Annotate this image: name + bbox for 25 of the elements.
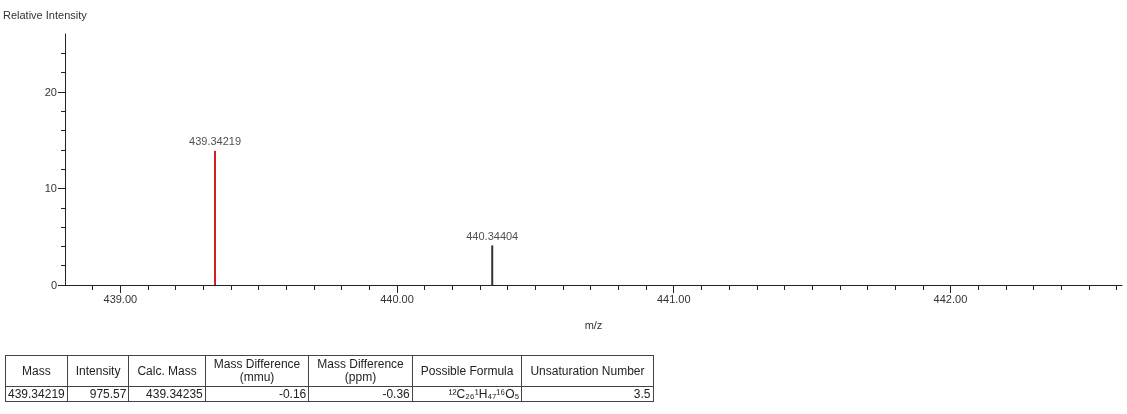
x-tick-label: 440.00: [380, 292, 414, 305]
annotation: 440.34404: [466, 229, 519, 242]
text: 975.57: [67, 386, 129, 402]
category-label: Mass Difference (ppm): [308, 355, 413, 387]
y-tick-label: 0: [50, 279, 57, 291]
text: 439.34235: [128, 386, 206, 402]
category-label: Calc. Mass: [128, 355, 206, 387]
text: 3.5: [521, 386, 654, 402]
text: -0.36: [308, 386, 413, 402]
x-axis-title: m/z: [584, 318, 603, 331]
y-tick-label: 10: [44, 182, 57, 195]
text: -0.16: [205, 386, 309, 402]
x-tick-label: 441.00: [656, 292, 691, 305]
y-axis-title: Relative Intensity: [3, 8, 88, 21]
text: 439.34219: [5, 386, 68, 402]
category-label: Mass Difference (mmu): [205, 355, 309, 387]
category-label: Intensity: [67, 355, 129, 387]
y-tick-label: 20: [44, 85, 57, 98]
category-label: Possible Formula: [412, 355, 522, 387]
category-label: Unsaturation Number: [521, 355, 654, 387]
x-tick-label: 442.00: [933, 292, 968, 305]
x-tick-label: 439.00: [103, 292, 138, 305]
annotation: 439.34219: [189, 135, 242, 148]
text: ¹²C₂₆¹H₄₇¹⁶O₅: [412, 386, 522, 402]
category-label: Mass: [5, 355, 68, 387]
